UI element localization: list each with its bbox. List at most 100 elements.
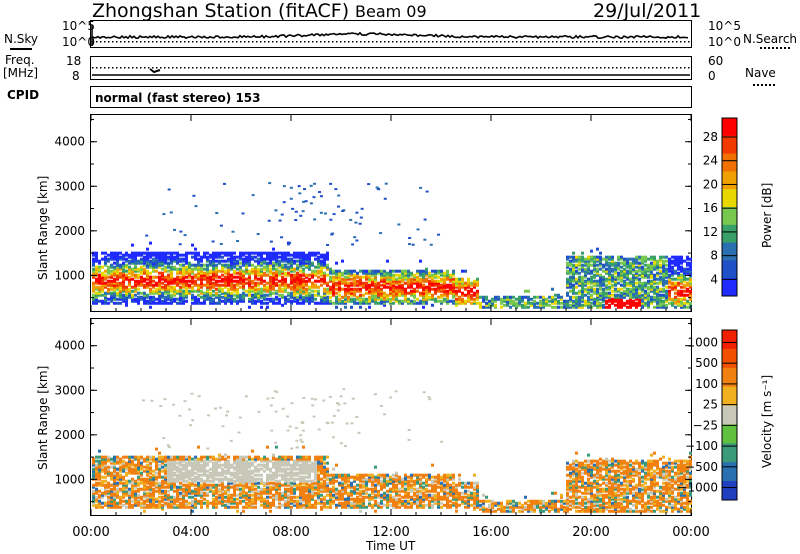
colorbar-segment: [722, 330, 737, 350]
nsearch-dot: [684, 41, 686, 43]
nsearch-dot: [132, 41, 134, 43]
nsearch-dot: [272, 41, 274, 43]
colorbar-tick-label: 25: [703, 398, 718, 412]
nsearch-dot: [532, 41, 534, 43]
nsearch-dot: [304, 41, 306, 43]
freq-dot: [512, 67, 514, 69]
freq-dot: [372, 67, 374, 69]
nsearch-dot: [204, 41, 206, 43]
nsearch-dot: [184, 41, 186, 43]
nsearch-dot: [520, 41, 522, 43]
nsearch-dot: [640, 41, 642, 43]
nsearch-dot: [108, 41, 110, 43]
freq-dot: [592, 67, 594, 69]
nsearch-dot: [560, 41, 562, 43]
freq-dot: [136, 67, 138, 69]
nsearch-dot: [192, 41, 194, 43]
colorbar-segment: [722, 348, 737, 369]
nsearch-dot: [136, 41, 138, 43]
freq-dot: [552, 67, 554, 69]
nsearch-dot: [140, 41, 142, 43]
freq-dot: [416, 67, 418, 69]
colorbar-tick-label: 100: [695, 377, 718, 391]
nsearch-dot: [248, 41, 250, 43]
freq-dot: [500, 67, 502, 69]
nsearch-dot: [168, 41, 170, 43]
freq-dot: [484, 67, 486, 69]
freq-dot: [572, 67, 574, 69]
colorbar-tick-label: 16: [703, 201, 718, 215]
freq-dot: [540, 67, 542, 69]
nsearch-dot: [448, 41, 450, 43]
freq-dot: [624, 67, 626, 69]
nsearch-dot: [688, 41, 690, 43]
nsearch-dot: [264, 41, 266, 43]
nsearch-dot: [320, 41, 322, 43]
nsky-label: N.Sky: [4, 32, 39, 46]
colorbar-segment: [722, 367, 737, 388]
station-title: Zhongshan Station (fitACF): [92, 0, 350, 22]
nsearch-dot: [452, 41, 454, 43]
nsearch-dot: [636, 41, 638, 43]
nsearch-dot: [336, 41, 338, 43]
nsearch-dot: [332, 41, 334, 43]
nsky-tick-top: 10^5: [62, 19, 95, 33]
freq-dot: [508, 67, 510, 69]
nsearch-dot: [600, 41, 602, 43]
freq-dot: [248, 67, 250, 69]
nsearch-dot: [400, 41, 402, 43]
nsky-tick-bottom: 10^0: [62, 35, 95, 49]
freq-dot: [432, 67, 434, 69]
nsearch-dot: [620, 41, 622, 43]
freq-dot: [116, 67, 118, 69]
nsearch-dot: [616, 41, 618, 43]
nsearch-dot: [104, 41, 106, 43]
nsearch-dot: [172, 41, 174, 43]
y-tick-label: 3000: [54, 179, 85, 193]
freq-dot: [520, 67, 522, 69]
cpid-panel: [90, 86, 692, 108]
freq-dot: [412, 67, 414, 69]
nsearch-dot: [428, 41, 430, 43]
nsearch-dot: [284, 41, 286, 43]
freq-dot: [400, 67, 402, 69]
y-tick-label: 1000: [54, 268, 85, 282]
nsearch-dot: [508, 41, 510, 43]
freq-dot: [644, 67, 646, 69]
x-tick-label: 00:00: [672, 525, 709, 540]
colorbar-tick-label: 20: [703, 177, 718, 191]
nsearch-dot: [556, 41, 558, 43]
nsearch-dot: [376, 41, 378, 43]
nsearch-dot: [292, 41, 294, 43]
nsearch-dot: [588, 41, 590, 43]
freq-dot: [524, 67, 526, 69]
freq-dot: [124, 67, 126, 69]
colorbar-segment: [722, 207, 737, 226]
freq-dot: [640, 67, 642, 69]
freq-dot: [92, 67, 94, 69]
colorbar-tick-label: 1000: [687, 335, 718, 349]
freq-dot: [120, 67, 122, 69]
freq-dot: [244, 67, 246, 69]
nave-label: Nave: [745, 66, 776, 80]
freq-dot: [352, 67, 354, 69]
nsearch-dot: [652, 41, 654, 43]
freq-dot: [292, 67, 294, 69]
freq-dot: [192, 67, 194, 69]
colorbar-segment: [722, 260, 737, 279]
nsearch-dot: [460, 41, 462, 43]
x-tick-label: 20:00: [572, 525, 609, 540]
nsearch-dot: [344, 41, 346, 43]
freq-dot: [444, 67, 446, 69]
freq-dot: [212, 67, 214, 69]
freq-dot: [480, 67, 482, 69]
colorbar-segment: [722, 443, 737, 463]
nsearch-dot: [608, 41, 610, 43]
nsearch-dot: [528, 41, 530, 43]
nsearch-dot: [356, 41, 358, 43]
nsearch-dot: [480, 41, 482, 43]
x-axis-label: Time UT: [366, 539, 416, 553]
nsearch-dot: [152, 41, 154, 43]
nsearch-dot: [364, 41, 366, 43]
nsearch-dot: [504, 41, 506, 43]
